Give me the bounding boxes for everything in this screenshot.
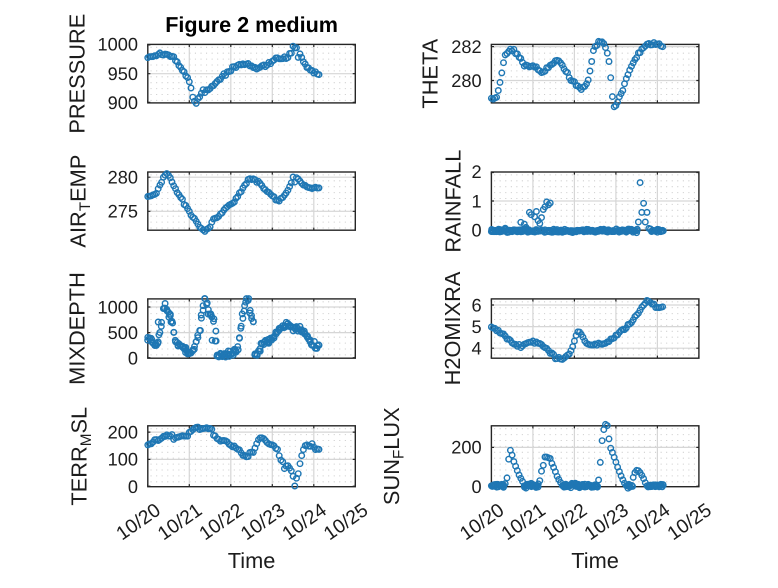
svg-text:200: 200	[451, 438, 481, 458]
svg-text:RAINFALL: RAINFALL	[441, 150, 466, 253]
svg-text:0: 0	[471, 221, 481, 241]
svg-text:500: 500	[108, 323, 138, 343]
svg-text:Time: Time	[571, 548, 619, 573]
svg-text:280: 280	[451, 71, 481, 91]
svg-text:Figure 2 medium: Figure 2 medium	[165, 12, 338, 37]
svg-text:0: 0	[128, 349, 138, 369]
svg-text:THETA: THETA	[418, 38, 443, 108]
svg-text:0: 0	[128, 477, 138, 497]
svg-text:280: 280	[108, 168, 138, 188]
svg-text:1000: 1000	[98, 35, 138, 55]
svg-text:275: 275	[108, 202, 138, 222]
svg-text:4: 4	[471, 339, 481, 359]
svg-text:MIXDEPTH: MIXDEPTH	[65, 272, 90, 385]
svg-text:Time: Time	[228, 548, 276, 573]
svg-text:900: 900	[108, 93, 138, 113]
svg-text:200: 200	[108, 422, 138, 442]
svg-text:282: 282	[451, 37, 481, 57]
svg-text:950: 950	[108, 64, 138, 84]
svg-text:100: 100	[108, 450, 138, 470]
svg-text:5: 5	[471, 317, 481, 337]
svg-text:PRESSURE: PRESSURE	[64, 14, 89, 134]
svg-text:1: 1	[471, 191, 481, 211]
svg-text:0: 0	[471, 477, 481, 497]
svg-text:1000: 1000	[98, 297, 138, 317]
svg-text:TERRMSL: TERRMSL	[66, 407, 95, 506]
svg-text:AIRTEMP: AIRTEMP	[66, 155, 95, 248]
svg-text:H2OMIXRA: H2OMIXRA	[440, 271, 465, 385]
svg-text:2: 2	[471, 162, 481, 182]
svg-text:6: 6	[471, 295, 481, 315]
